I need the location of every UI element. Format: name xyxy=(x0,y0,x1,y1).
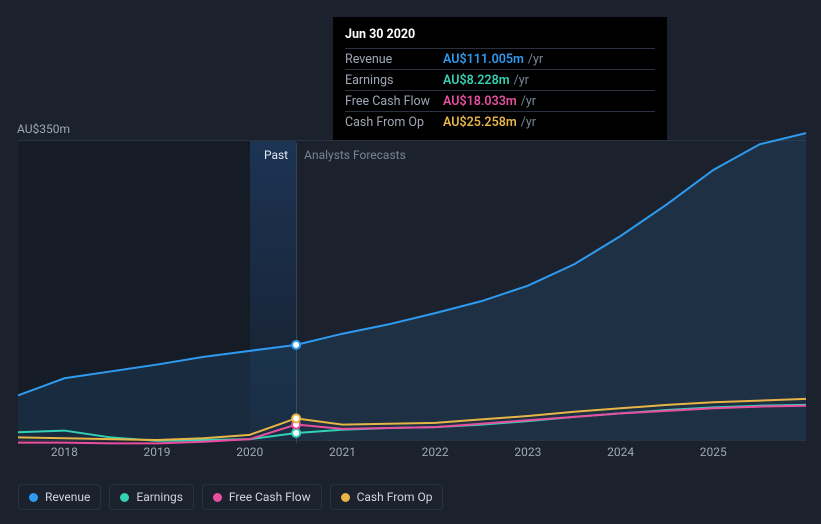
tooltip-row-label: Free Cash Flow xyxy=(345,94,443,109)
tooltip-row: Cash From OpAU$25.258m/yr xyxy=(345,111,655,132)
series-area-revenue xyxy=(18,133,806,440)
legend-item-label: Revenue xyxy=(45,490,90,504)
legend-item-cash-from-op[interactable]: Cash From Op xyxy=(330,484,444,510)
x-tick: 2024 xyxy=(607,445,634,459)
x-axis: 2018 2019 2020 2021 2022 2023 2024 2025 xyxy=(18,445,806,465)
tooltip-row-unit: /yr xyxy=(521,94,536,109)
y-axis-top-label: AU$350m xyxy=(0,122,70,136)
tooltip-row-value: AU$111.005m xyxy=(443,52,524,67)
marker-revenue xyxy=(292,341,300,349)
legend-dot-icon xyxy=(213,493,222,502)
x-tick: 2021 xyxy=(329,445,356,459)
tooltip-row-value: AU$8.228m xyxy=(443,73,510,88)
legend-item-free-cash-flow[interactable]: Free Cash Flow xyxy=(202,484,322,510)
tooltip-row: RevenueAU$111.005m/yr xyxy=(345,48,655,69)
chart-svg xyxy=(18,140,806,440)
tooltip-row: EarningsAU$8.228m/yr xyxy=(345,69,655,90)
x-tick: 2025 xyxy=(700,445,727,459)
legend-item-label: Cash From Op xyxy=(357,490,433,504)
legend-item-label: Earnings xyxy=(136,490,183,504)
legend-dot-icon xyxy=(341,493,350,502)
marker-cash-from-op xyxy=(292,414,300,422)
x-tick: 2022 xyxy=(422,445,449,459)
x-tick: 2018 xyxy=(51,445,78,459)
chart-tooltip: Jun 30 2020 RevenueAU$111.005m/yrEarning… xyxy=(333,17,667,140)
tooltip-row-unit: /yr xyxy=(528,52,543,67)
legend-item-revenue[interactable]: Revenue xyxy=(18,484,101,510)
legend-item-label: Free Cash Flow xyxy=(229,490,311,504)
legend-item-earnings[interactable]: Earnings xyxy=(109,484,194,510)
marker-earnings xyxy=(292,429,300,437)
financials-chart: AU$350m AU$0 Past Analysts Forecasts 201… xyxy=(0,0,821,524)
tooltip-row-label: Revenue xyxy=(345,52,443,67)
legend-dot-icon xyxy=(120,493,129,502)
legend-dot-icon xyxy=(29,493,38,502)
tooltip-row-value: AU$18.033m xyxy=(443,94,517,109)
tooltip-row-value: AU$25.258m xyxy=(443,115,517,130)
tooltip-row-unit: /yr xyxy=(514,73,529,88)
chart-legend: Revenue Earnings Free Cash Flow Cash From O… xyxy=(18,484,443,510)
tooltip-row-label: Cash From Op xyxy=(345,115,443,130)
x-tick: 2023 xyxy=(514,445,541,459)
tooltip-row-unit: /yr xyxy=(521,115,536,130)
tooltip-row: Free Cash FlowAU$18.033m/yr xyxy=(345,90,655,111)
tooltip-date: Jun 30 2020 xyxy=(345,27,655,42)
x-tick: 2020 xyxy=(236,445,263,459)
plot-area[interactable]: Past Analysts Forecasts xyxy=(18,140,806,440)
tooltip-row-label: Earnings xyxy=(345,73,443,88)
x-tick: 2019 xyxy=(144,445,171,459)
